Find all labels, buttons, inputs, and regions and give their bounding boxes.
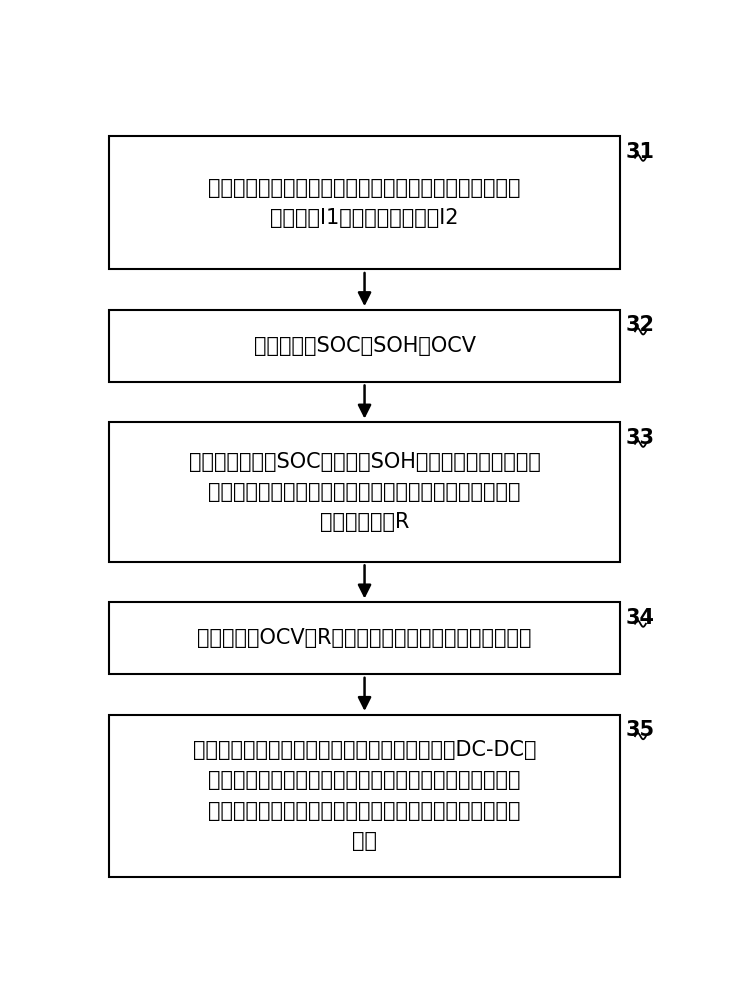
- Text: 34: 34: [626, 608, 655, 628]
- FancyBboxPatch shape: [109, 602, 620, 674]
- Text: 33: 33: [626, 428, 655, 448]
- Text: 根据电池的电压上限值和电压下限值，利用双向DC-DC转
换器对电池的充放电电流进行控制，使电池的充电电流不
高于期望电池充电电流，且放电电流不高于期望电池放电
: 根据电池的电压上限值和电压下限值，利用双向DC-DC转 换器对电池的充放电电流进…: [193, 740, 537, 851]
- Text: 根据确定的电池SOC及电池的SOH，结合测量所得的混合
储能系统的工作电流，利用模糊逻辑控制的人工智能算法
估算电池内阻R: 根据确定的电池SOC及电池的SOH，结合测量所得的混合 储能系统的工作电流，利用…: [189, 452, 540, 532]
- FancyBboxPatch shape: [109, 310, 620, 382]
- Text: 32: 32: [626, 315, 655, 335]
- FancyBboxPatch shape: [109, 136, 620, 269]
- Text: 确定电池的SOC、SOH和OCV: 确定电池的SOC、SOH和OCV: [253, 336, 476, 356]
- FancyBboxPatch shape: [109, 715, 620, 877]
- Text: 35: 35: [626, 720, 655, 740]
- Text: 31: 31: [626, 142, 655, 162]
- Text: 通过传感器获取混合储能系统的工作电流，即负载的输入
输出电流I1，以及电池的电流I2: 通过传感器获取混合储能系统的工作电流，即负载的输入 输出电流I1，以及电池的电流…: [208, 178, 521, 228]
- FancyBboxPatch shape: [109, 422, 620, 562]
- Text: 根据电池的OCV和R，确定电池电压上限值和电压下限值: 根据电池的OCV和R，确定电池电压上限值和电压下限值: [197, 628, 532, 648]
